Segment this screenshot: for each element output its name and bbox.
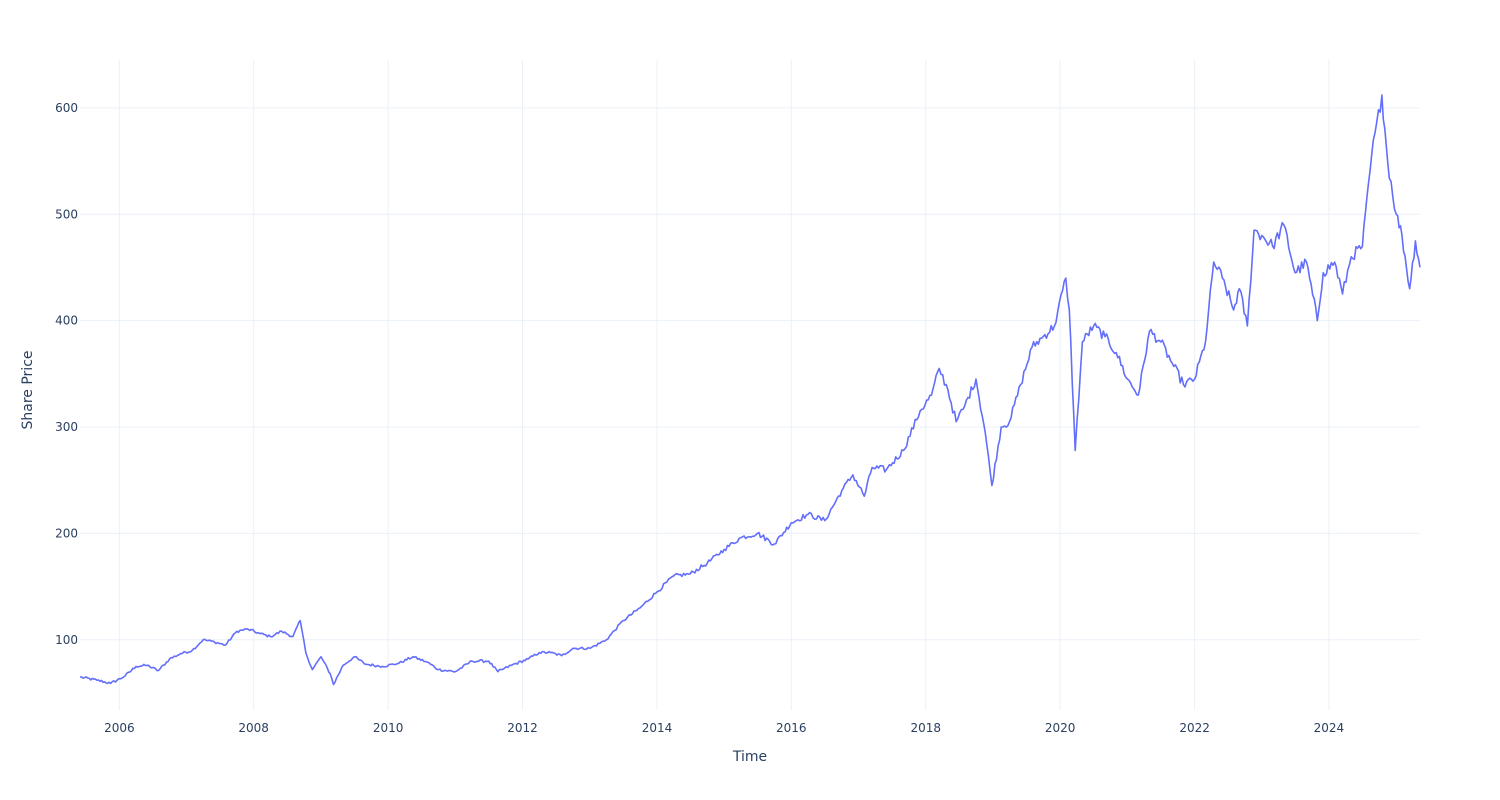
x-axis-title: Time: [732, 749, 767, 765]
series-layer: [79, 94, 1421, 686]
x-tick-label: 2012: [507, 721, 538, 735]
price-series-line: [79, 94, 1421, 686]
y-tick-label: 600: [55, 101, 78, 115]
x-tick-label: 2008: [238, 721, 269, 735]
y-tick-label: 500: [55, 207, 78, 221]
x-tick-label: 2018: [911, 721, 942, 735]
x-tick-label: 2014: [642, 721, 673, 735]
x-tick-label: 2022: [1179, 721, 1210, 735]
x-grid: [118, 60, 1330, 710]
y-tick-label: 400: [55, 314, 78, 328]
x-tick-label: 2020: [1045, 721, 1076, 735]
y-tick-label: 200: [55, 526, 78, 540]
x-tick-label: 2016: [776, 721, 807, 735]
x-tick-label: 2006: [104, 721, 135, 735]
y-axis-title: Share Price: [20, 350, 36, 429]
x-axis-ticks: 2006 2008 2010 2012 2014 2016 2018 2020 2022 2024: [104, 721, 1344, 735]
y-grid: [80, 107, 1420, 641]
y-axis-ticks: 100 200 300 400 500 600: [55, 101, 78, 647]
x-tick-label: 2010: [373, 721, 404, 735]
x-tick-label: 2024: [1314, 721, 1345, 735]
y-tick-label: 100: [55, 633, 78, 647]
y-tick-label: 300: [55, 420, 78, 434]
